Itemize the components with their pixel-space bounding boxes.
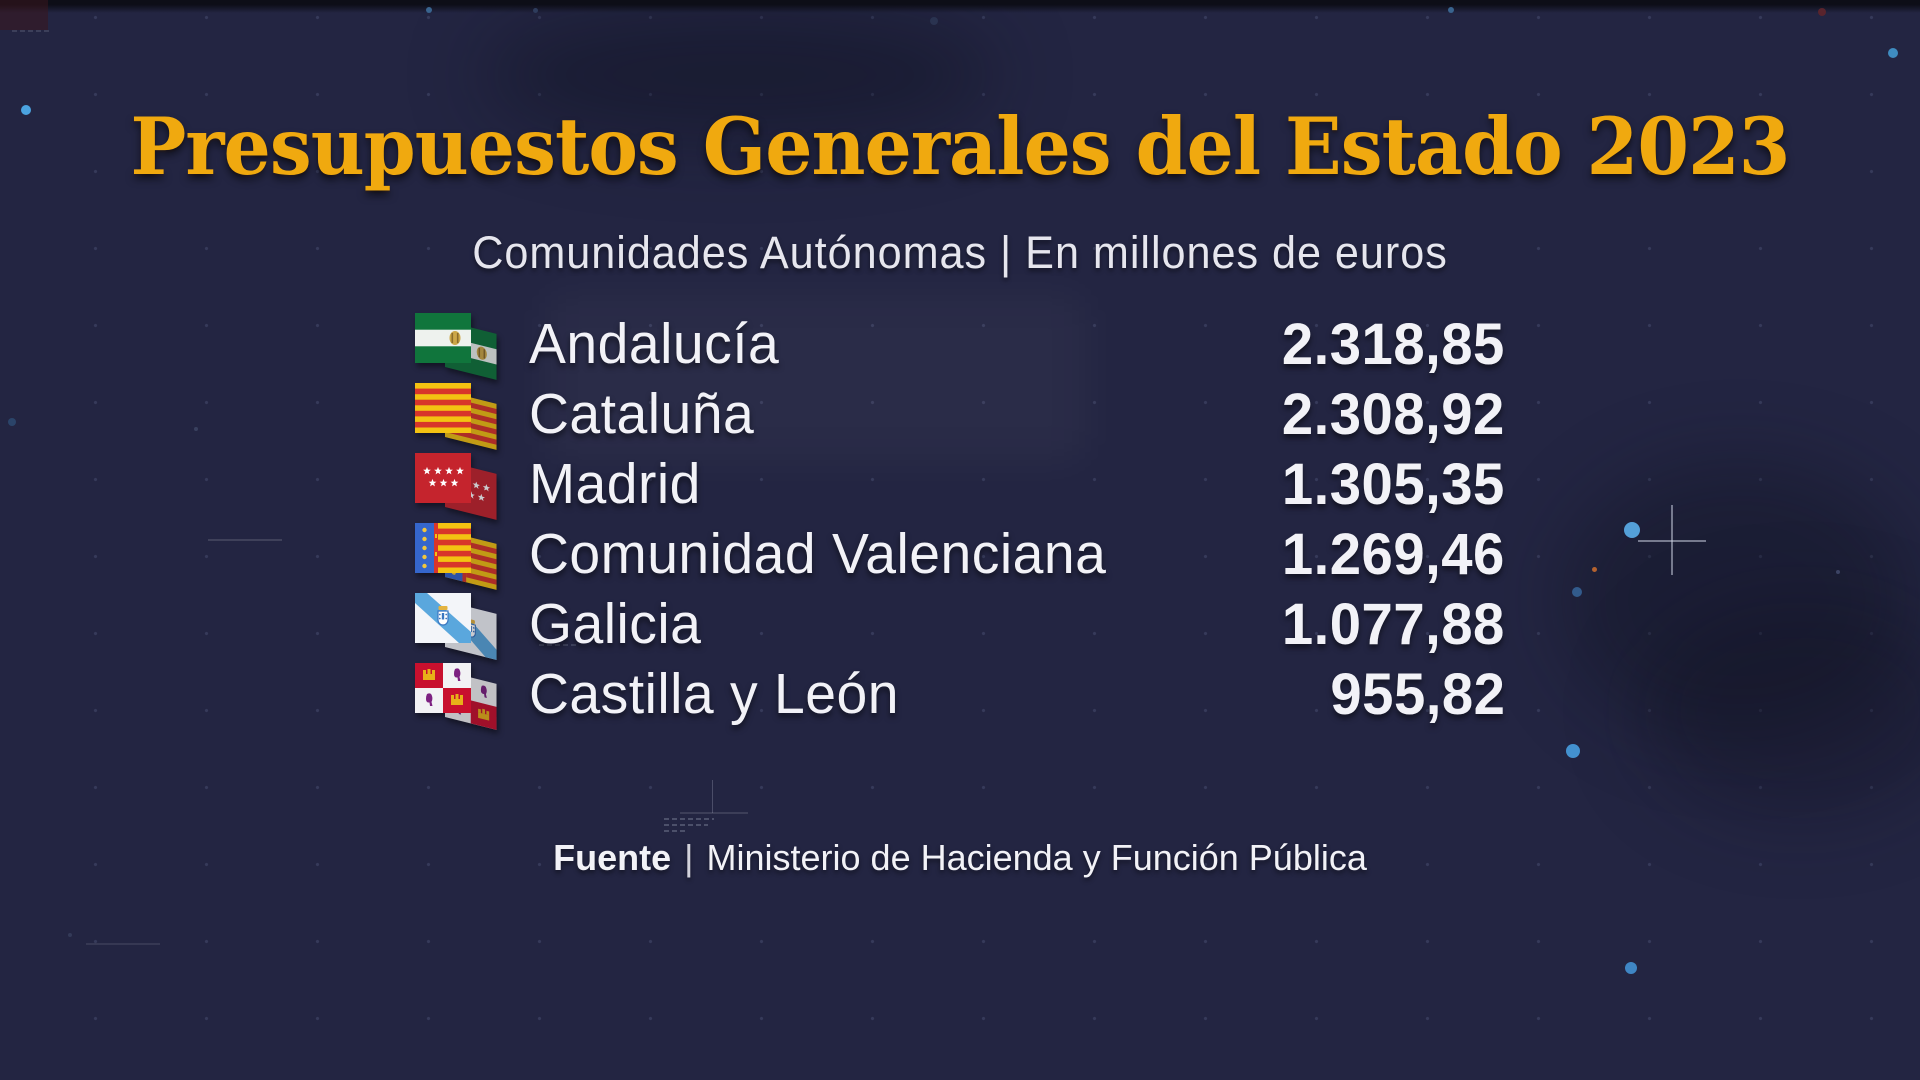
region-value: 1.077,88 — [1282, 591, 1505, 657]
star-dot — [68, 933, 72, 937]
page-title: Presupuestos Generales del Estado 2023 — [130, 100, 1790, 193]
source-separator: | — [684, 837, 694, 878]
micro-text-decor — [664, 824, 708, 826]
cataluna-flag-icon — [415, 383, 503, 450]
star-dot — [930, 17, 938, 25]
star-dot — [21, 105, 31, 115]
micro-text-decor — [664, 818, 714, 820]
micro-text-decor — [664, 830, 686, 832]
star-dot — [8, 418, 16, 426]
list-item: Andalucía 2.318,85 — [415, 309, 1505, 380]
crosshair-icon — [1671, 505, 1673, 575]
comunidad-valenciana-flag-icon — [415, 523, 503, 590]
region-value: 1.269,46 — [1282, 521, 1505, 587]
hairline — [86, 943, 160, 945]
hairline — [712, 780, 713, 813]
region-value: 1.305,35 — [1282, 451, 1505, 517]
background-shade — [1560, 460, 1920, 740]
list-item: Comunidad Valenciana 1.269,46 — [415, 519, 1505, 590]
region-name: Castilla y León — [529, 662, 899, 726]
list-item: Galicia 1.077,88 — [414, 589, 1505, 661]
corner-patch — [0, 0, 48, 30]
micro-text-decor — [12, 30, 52, 32]
star-dot — [1566, 744, 1580, 758]
star-dot — [1836, 570, 1840, 574]
star-dot — [194, 427, 198, 431]
star-dot — [1572, 587, 1582, 597]
subtitle: Comunidades Autónomas | En millones de e… — [472, 227, 1448, 278]
region-value: 2.308,92 — [1282, 381, 1505, 447]
star-dot — [1624, 522, 1640, 538]
region-name: Cataluña — [529, 382, 755, 446]
region-value: 2.318,85 — [1282, 311, 1505, 377]
budget-list: Andalucía 2.318,85 Cataluña 2. — [414, 309, 1505, 729]
list-item: Madrid 1.305,35 — [415, 449, 1505, 519]
region-name: Comunidad Valenciana — [529, 522, 1107, 586]
andalucia-flag-icon — [415, 313, 503, 380]
source-label: Fuente — [553, 837, 672, 878]
hairline — [680, 812, 748, 814]
madrid-flag-icon — [415, 453, 503, 515]
star-dot — [1888, 48, 1898, 58]
top-edge-strip — [0, 0, 1920, 13]
star-dot — [1625, 962, 1637, 974]
source-line: Fuente | Ministerio de Hacienda y Función … — [0, 836, 1920, 880]
source-text: Ministerio de Hacienda y Función Pública — [706, 837, 1367, 878]
background-shade — [1640, 600, 1920, 820]
crosshair-icon — [1638, 540, 1706, 542]
star-dot — [1592, 567, 1597, 572]
hairline — [208, 539, 282, 541]
galicia-flag-icon — [414, 592, 503, 661]
region-value: 955,82 — [1330, 661, 1505, 727]
region-name: Andalucía — [529, 312, 780, 376]
region-name: Galicia — [529, 592, 702, 656]
list-item: Castilla y León 955,82 — [415, 659, 1505, 729]
region-name: Madrid — [529, 452, 701, 516]
list-item: Cataluña 2.308,92 — [415, 379, 1505, 450]
castilla-y-leon-flag-icon — [415, 663, 503, 725]
